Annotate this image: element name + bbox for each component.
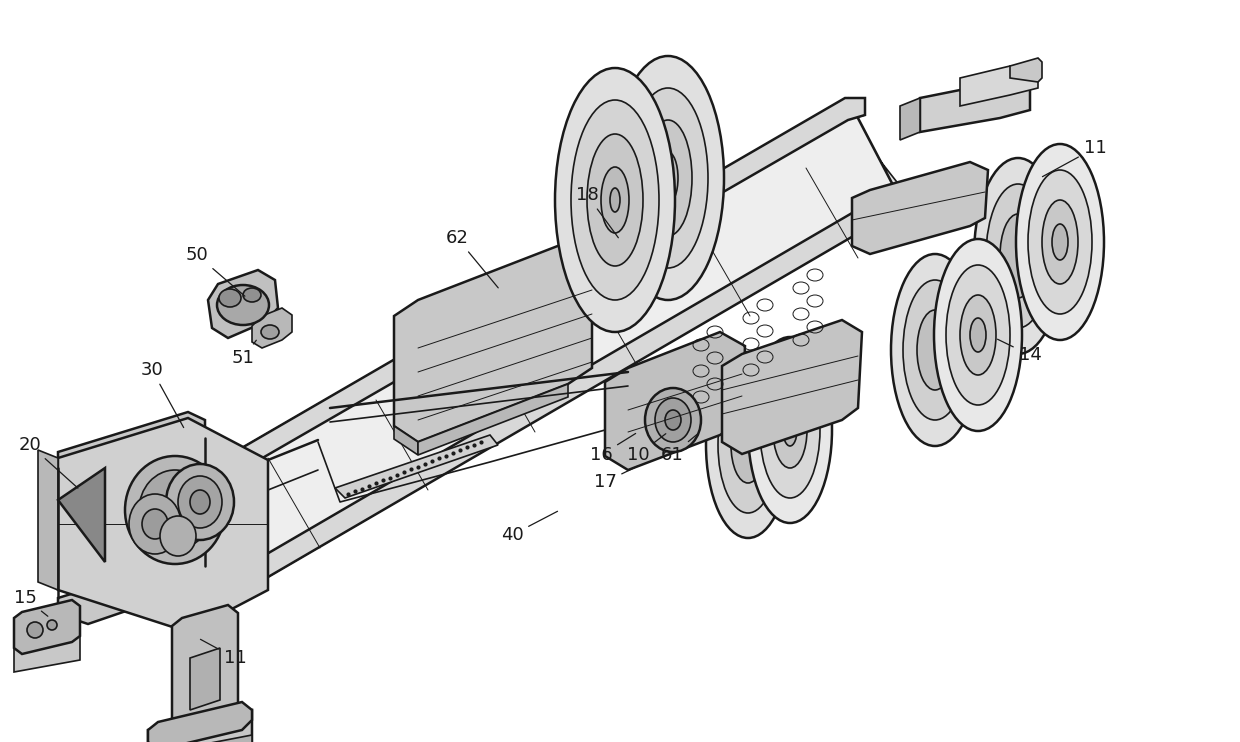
Polygon shape bbox=[394, 242, 591, 442]
Polygon shape bbox=[58, 418, 268, 632]
Ellipse shape bbox=[773, 392, 807, 468]
Ellipse shape bbox=[260, 325, 279, 339]
Polygon shape bbox=[722, 320, 862, 454]
Polygon shape bbox=[58, 558, 205, 624]
Text: 11: 11 bbox=[201, 640, 247, 667]
Polygon shape bbox=[14, 636, 81, 672]
Polygon shape bbox=[155, 100, 895, 592]
Ellipse shape bbox=[47, 620, 57, 630]
Ellipse shape bbox=[748, 337, 832, 523]
Ellipse shape bbox=[166, 464, 234, 540]
Ellipse shape bbox=[27, 622, 43, 638]
Ellipse shape bbox=[946, 265, 1011, 405]
Polygon shape bbox=[208, 270, 278, 338]
Text: 15: 15 bbox=[14, 589, 48, 617]
Polygon shape bbox=[394, 426, 418, 455]
Ellipse shape bbox=[1016, 144, 1104, 340]
Ellipse shape bbox=[570, 100, 658, 300]
Ellipse shape bbox=[903, 280, 967, 420]
Ellipse shape bbox=[1028, 170, 1092, 314]
Ellipse shape bbox=[160, 516, 196, 556]
Polygon shape bbox=[135, 98, 866, 525]
Ellipse shape bbox=[556, 68, 675, 332]
Ellipse shape bbox=[627, 88, 708, 268]
Polygon shape bbox=[153, 98, 915, 618]
Ellipse shape bbox=[1042, 200, 1078, 284]
Text: 18: 18 bbox=[575, 186, 619, 237]
Polygon shape bbox=[418, 384, 568, 455]
Ellipse shape bbox=[718, 377, 777, 513]
Text: 30: 30 bbox=[140, 361, 184, 427]
Polygon shape bbox=[188, 188, 915, 618]
Ellipse shape bbox=[892, 254, 980, 446]
Polygon shape bbox=[148, 710, 252, 742]
Ellipse shape bbox=[760, 362, 820, 498]
Polygon shape bbox=[190, 648, 219, 710]
Ellipse shape bbox=[610, 188, 620, 212]
Ellipse shape bbox=[658, 152, 678, 204]
Ellipse shape bbox=[960, 295, 996, 375]
Ellipse shape bbox=[190, 490, 210, 514]
Ellipse shape bbox=[918, 310, 954, 390]
Text: 10: 10 bbox=[626, 433, 666, 464]
Text: 50: 50 bbox=[186, 246, 244, 296]
Ellipse shape bbox=[655, 398, 691, 442]
Ellipse shape bbox=[125, 456, 224, 564]
Ellipse shape bbox=[644, 120, 692, 236]
Polygon shape bbox=[335, 435, 498, 498]
Text: 40: 40 bbox=[501, 511, 558, 544]
Polygon shape bbox=[1011, 58, 1042, 82]
Ellipse shape bbox=[179, 476, 222, 528]
Ellipse shape bbox=[143, 509, 167, 539]
Ellipse shape bbox=[782, 414, 797, 446]
Text: 14: 14 bbox=[997, 339, 1042, 364]
Text: 62: 62 bbox=[445, 229, 498, 288]
Ellipse shape bbox=[601, 167, 629, 233]
Polygon shape bbox=[605, 332, 745, 470]
Polygon shape bbox=[900, 98, 920, 140]
Text: 17: 17 bbox=[594, 466, 637, 491]
Ellipse shape bbox=[129, 494, 181, 554]
Text: 16: 16 bbox=[590, 433, 636, 464]
Ellipse shape bbox=[999, 214, 1035, 298]
Polygon shape bbox=[148, 702, 252, 742]
Polygon shape bbox=[148, 735, 252, 742]
Ellipse shape bbox=[243, 288, 260, 302]
Ellipse shape bbox=[973, 158, 1061, 354]
Polygon shape bbox=[38, 450, 58, 590]
Polygon shape bbox=[58, 412, 205, 478]
Polygon shape bbox=[14, 600, 81, 654]
Ellipse shape bbox=[139, 470, 211, 550]
Ellipse shape bbox=[665, 410, 681, 430]
Polygon shape bbox=[172, 605, 238, 728]
Polygon shape bbox=[252, 308, 291, 348]
Polygon shape bbox=[852, 162, 988, 254]
Polygon shape bbox=[920, 82, 1030, 132]
Polygon shape bbox=[960, 66, 1038, 106]
Ellipse shape bbox=[1052, 224, 1068, 260]
Ellipse shape bbox=[986, 184, 1050, 328]
Ellipse shape bbox=[732, 407, 765, 483]
Polygon shape bbox=[58, 468, 105, 562]
Text: 20: 20 bbox=[19, 436, 78, 488]
Ellipse shape bbox=[587, 134, 644, 266]
Text: 11: 11 bbox=[1043, 139, 1106, 177]
Text: 61: 61 bbox=[661, 434, 698, 464]
Ellipse shape bbox=[645, 388, 701, 452]
Ellipse shape bbox=[706, 352, 790, 538]
Text: 51: 51 bbox=[232, 341, 257, 367]
Ellipse shape bbox=[934, 239, 1022, 431]
Ellipse shape bbox=[219, 289, 241, 307]
Ellipse shape bbox=[970, 318, 986, 352]
Ellipse shape bbox=[217, 285, 269, 325]
Ellipse shape bbox=[613, 56, 724, 300]
